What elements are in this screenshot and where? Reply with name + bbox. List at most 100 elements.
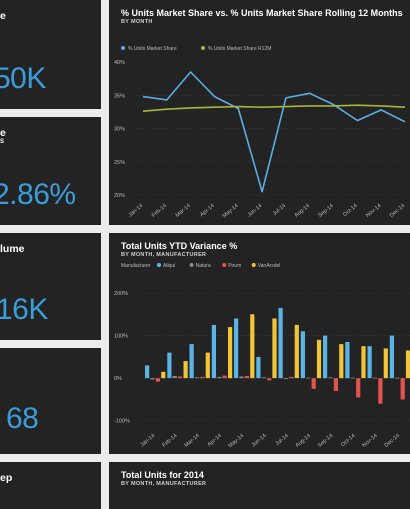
- x-tick-label: Sep-14: [317, 203, 334, 219]
- y-tick-label: 20%: [114, 193, 125, 199]
- legend-label: VanArsdel: [258, 263, 281, 269]
- legend-title: Manufacturer: [121, 263, 151, 269]
- x-tick-label: Aug-14: [295, 433, 312, 449]
- units-variance-bar-chart: Manufacturer Aliqui Natura Pirum VanArsdel 20…: [114, 263, 410, 449]
- kpi-tile-bottom[interactable]: ep: [0, 462, 101, 509]
- bar: [205, 352, 210, 379]
- kpi-tile-market-share[interactable]: e 50K: [0, 0, 101, 109]
- legend-label: % Units Market Share R12M: [208, 46, 271, 52]
- x-tick-label: Nov-14: [365, 203, 382, 219]
- legend-marker: [222, 263, 227, 267]
- market-share-line-chart: % Units Market Share % Units Market Share…: [114, 46, 406, 219]
- legend-marker: [121, 46, 125, 50]
- legend-label: Natura: [196, 263, 211, 269]
- bar: [405, 350, 410, 379]
- bar: [395, 377, 400, 379]
- x-tick-label: Jun-14: [251, 433, 268, 448]
- y-tick-label: -100%: [114, 419, 130, 425]
- bar: [150, 378, 155, 380]
- series-line: [142, 71, 406, 193]
- kpi-title: e: [0, 10, 6, 22]
- legend-marker: [189, 263, 194, 267]
- bar: [333, 378, 338, 391]
- bar: [289, 376, 294, 379]
- kpi-title: ep: [0, 472, 13, 484]
- bar: [339, 344, 344, 379]
- bar: [389, 335, 394, 379]
- y-tick-label: 40%: [114, 60, 125, 66]
- kpi-value: 50K: [0, 62, 46, 95]
- bar: [167, 352, 172, 379]
- bar: [361, 346, 366, 379]
- y-tick-label: 25%: [114, 160, 125, 166]
- bar: [316, 339, 322, 379]
- bar: [383, 348, 388, 379]
- bar: [155, 378, 160, 382]
- bar: [300, 331, 305, 379]
- legend-label: Aliqui: [163, 263, 175, 269]
- bar: [228, 327, 233, 379]
- chart-subtitle: BY MONTH: [121, 19, 153, 25]
- x-tick-label: Mar-14: [184, 433, 201, 449]
- bar: [372, 377, 378, 379]
- units-variance-bar-chart-tile[interactable]: Total Units YTD Variance % BY MONTH, MAN…: [109, 233, 410, 454]
- x-tick-label: Feb-14: [151, 203, 168, 219]
- bar: [183, 361, 188, 379]
- bar: [323, 335, 328, 379]
- bar: [311, 378, 316, 389]
- kpi-tile-volume[interactable]: lume 16K: [0, 233, 101, 340]
- x-tick-label: Jul-14: [272, 203, 287, 217]
- y-tick-label: 30%: [114, 127, 125, 133]
- x-tick-label: Jul-14: [274, 433, 289, 447]
- bar: [328, 377, 333, 379]
- bar: [261, 377, 266, 379]
- chart-subtitle: BY MONTH, MANUFACTURER: [121, 252, 207, 258]
- kpi-tile-percent[interactable]: e S 2.86%: [0, 117, 101, 225]
- bar: [244, 376, 249, 379]
- x-tick-label: Jan-14: [128, 203, 145, 218]
- kpi-value: 68: [6, 402, 39, 435]
- bar: [283, 378, 289, 380]
- bar: [145, 365, 150, 379]
- x-tick-label: Sep-14: [317, 433, 334, 449]
- x-tick-label: Dec-14: [384, 433, 401, 449]
- kpi-value: 2.86%: [0, 178, 76, 211]
- x-tick-label: Mar-14: [175, 203, 192, 219]
- bar: [350, 377, 355, 379]
- bar: [178, 376, 183, 379]
- y-tick-label: 100%: [114, 334, 128, 340]
- bar: [356, 378, 361, 398]
- chart-title: Total Units for 2014: [121, 470, 204, 480]
- bar: [211, 324, 216, 379]
- kpi-value: 16K: [0, 293, 48, 326]
- x-tick-label: Apr-14: [199, 203, 216, 218]
- bar: [189, 344, 194, 379]
- x-tick-label: Dec-14: [389, 203, 406, 219]
- bar: [200, 376, 205, 379]
- bar: [267, 378, 272, 381]
- bar: [194, 377, 200, 379]
- kpi-title: e: [0, 127, 6, 139]
- chart-subtitle: BY MONTH, MANUFACTURER: [121, 481, 207, 487]
- market-share-line-chart-tile[interactable]: % Units Market Share vs. % Units Market …: [109, 0, 410, 225]
- bar: [222, 375, 227, 379]
- x-tick-label: Apr-14: [207, 433, 224, 448]
- legend-marker: [201, 46, 205, 50]
- bar: [217, 376, 222, 379]
- bar: [367, 346, 372, 379]
- bar: [161, 371, 166, 379]
- legend-marker: [251, 263, 256, 267]
- legend-marker: [157, 263, 161, 267]
- kpi-tile-count[interactable]: 68: [0, 348, 101, 454]
- bar: [345, 342, 350, 379]
- chart-title: % Units Market Share vs. % Units Market …: [121, 8, 403, 18]
- series-line: [142, 104, 406, 112]
- total-units-chart-tile[interactable]: Total Units for 2014 BY MONTH, MANUFACTU…: [109, 462, 410, 509]
- x-tick-label: Jan-14: [140, 433, 157, 448]
- y-tick-label: 35%: [114, 93, 125, 99]
- x-tick-label: Nov-14: [361, 433, 378, 449]
- bar: [306, 377, 311, 379]
- x-tick-label: Oct-14: [340, 433, 357, 448]
- y-tick-label: 0%: [114, 376, 122, 382]
- x-tick-label: May-14: [222, 203, 240, 219]
